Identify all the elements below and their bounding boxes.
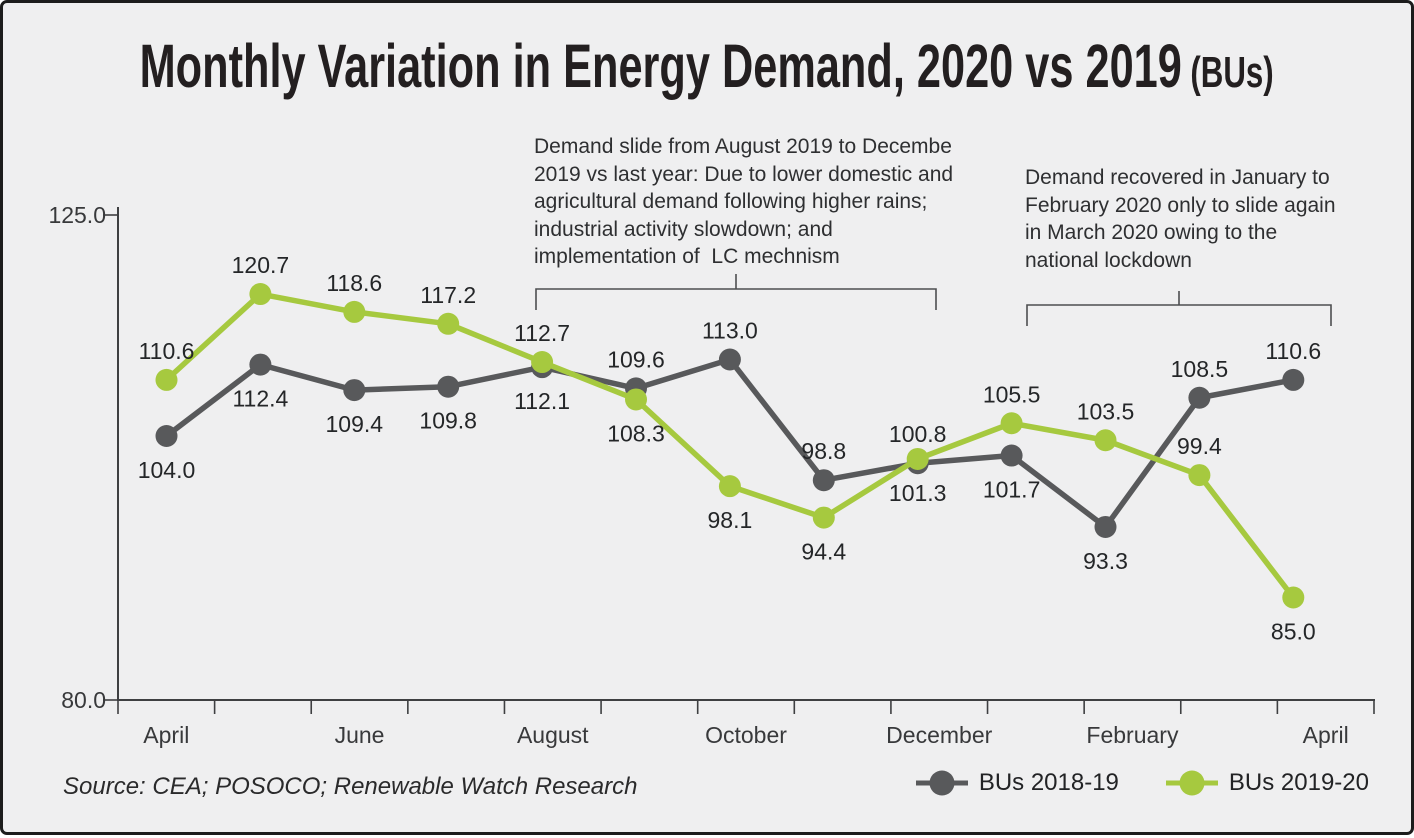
y-axis-label: 80.0 bbox=[61, 687, 106, 713]
data-point bbox=[1094, 515, 1117, 538]
x-axis-label: February bbox=[1086, 722, 1179, 748]
legend-label-2019-20: BUs 2019-20 bbox=[1228, 769, 1369, 796]
data-point bbox=[343, 379, 366, 402]
x-axis-label: April bbox=[1303, 722, 1349, 748]
data-point bbox=[1000, 444, 1023, 467]
data-point-label: 99.4 bbox=[1177, 433, 1222, 459]
data-point bbox=[1188, 464, 1211, 487]
data-point bbox=[155, 368, 178, 391]
data-point-label: 112.7 bbox=[514, 320, 570, 346]
legend: BUs 2018-19 BUs 2019-20 bbox=[915, 769, 1369, 797]
source-note: Source: CEA; POSOCO; Renewable Watch Res… bbox=[63, 773, 638, 800]
data-point-label: 110.6 bbox=[1265, 338, 1321, 364]
data-point bbox=[1188, 386, 1211, 409]
legend-label-2018-19: BUs 2018-19 bbox=[978, 769, 1119, 796]
data-point-label: 117.2 bbox=[420, 282, 476, 308]
data-point bbox=[343, 300, 366, 323]
data-point bbox=[531, 351, 554, 374]
data-point-label: 109.6 bbox=[607, 346, 665, 372]
data-point-label: 112.1 bbox=[514, 388, 570, 414]
x-axis-label: October bbox=[705, 722, 787, 748]
y-axis-label: 125.0 bbox=[48, 202, 106, 228]
data-point bbox=[249, 283, 272, 306]
data-point-label: 98.1 bbox=[708, 507, 753, 533]
data-point-label: 103.5 bbox=[1077, 398, 1135, 424]
data-point bbox=[437, 375, 460, 398]
data-point-label: 112.4 bbox=[232, 386, 288, 412]
data-point bbox=[249, 353, 272, 376]
data-point-label: 118.6 bbox=[326, 270, 382, 296]
data-point-label: 104.0 bbox=[138, 457, 196, 483]
data-point bbox=[906, 447, 929, 470]
data-point bbox=[1094, 429, 1117, 452]
data-point-label: 108.5 bbox=[1171, 356, 1229, 382]
data-point-label: 113.0 bbox=[702, 318, 758, 344]
data-point bbox=[718, 475, 741, 498]
data-point bbox=[1282, 368, 1305, 391]
data-point bbox=[812, 469, 835, 492]
data-point bbox=[625, 388, 647, 411]
legend-marker-2019-20-icon bbox=[1165, 770, 1218, 796]
data-point-label: 85.0 bbox=[1271, 619, 1316, 645]
data-point-label: 93.3 bbox=[1083, 548, 1128, 574]
bracket-jan-mar bbox=[1026, 291, 1332, 326]
data-point bbox=[1282, 586, 1305, 609]
legend-item-2018-19: BUs 2018-19 bbox=[915, 769, 1119, 797]
data-point bbox=[812, 506, 835, 529]
bracket-aug-dec bbox=[535, 274, 937, 310]
x-axis-label: August bbox=[517, 722, 589, 748]
x-axis-label: December bbox=[886, 722, 992, 748]
data-point-label: 109.8 bbox=[419, 408, 477, 434]
chart-canvas: 125.0 80.0 April June August October December F… bbox=[48, 202, 1375, 748]
chart-title-main: Monthly Variation in Energy Demand, 2020… bbox=[139, 32, 1183, 100]
data-point-label: 98.8 bbox=[801, 438, 846, 464]
data-point-label: 100.8 bbox=[889, 421, 947, 447]
chart-title-units: (BUs) bbox=[1190, 48, 1275, 97]
x-axis-label: June bbox=[335, 722, 385, 748]
data-point-label: 101.7 bbox=[983, 477, 1041, 503]
data-point bbox=[1000, 412, 1023, 435]
legend-marker-2018-19-icon bbox=[915, 770, 968, 796]
x-axis-label: April bbox=[143, 722, 189, 748]
series-line-0 bbox=[163, 356, 1297, 530]
data-point-label: 110.6 bbox=[139, 338, 195, 364]
annotation-demand-slide: Demand slide from August 2019 to Decembe… bbox=[534, 135, 954, 268]
legend-item-2019-20: BUs 2019-20 bbox=[1165, 769, 1369, 797]
data-point-label: 94.4 bbox=[801, 539, 846, 565]
data-point bbox=[437, 312, 460, 335]
annotation-demand-recovered: Demand recovered in January to February … bbox=[1025, 166, 1336, 272]
data-point bbox=[155, 425, 178, 447]
data-point-label: 105.5 bbox=[983, 381, 1041, 407]
data-point-label: 101.3 bbox=[889, 480, 947, 506]
data-point-label: 109.4 bbox=[326, 411, 384, 437]
chart-title: Monthly Variation in Energy Demand, 2020… bbox=[139, 32, 1275, 100]
title-row: Monthly Variation in Energy Demand, 2020… bbox=[3, 32, 1411, 100]
data-point-label: 108.3 bbox=[607, 420, 665, 446]
data-point bbox=[718, 348, 741, 371]
data-point-label: 120.7 bbox=[232, 252, 290, 278]
